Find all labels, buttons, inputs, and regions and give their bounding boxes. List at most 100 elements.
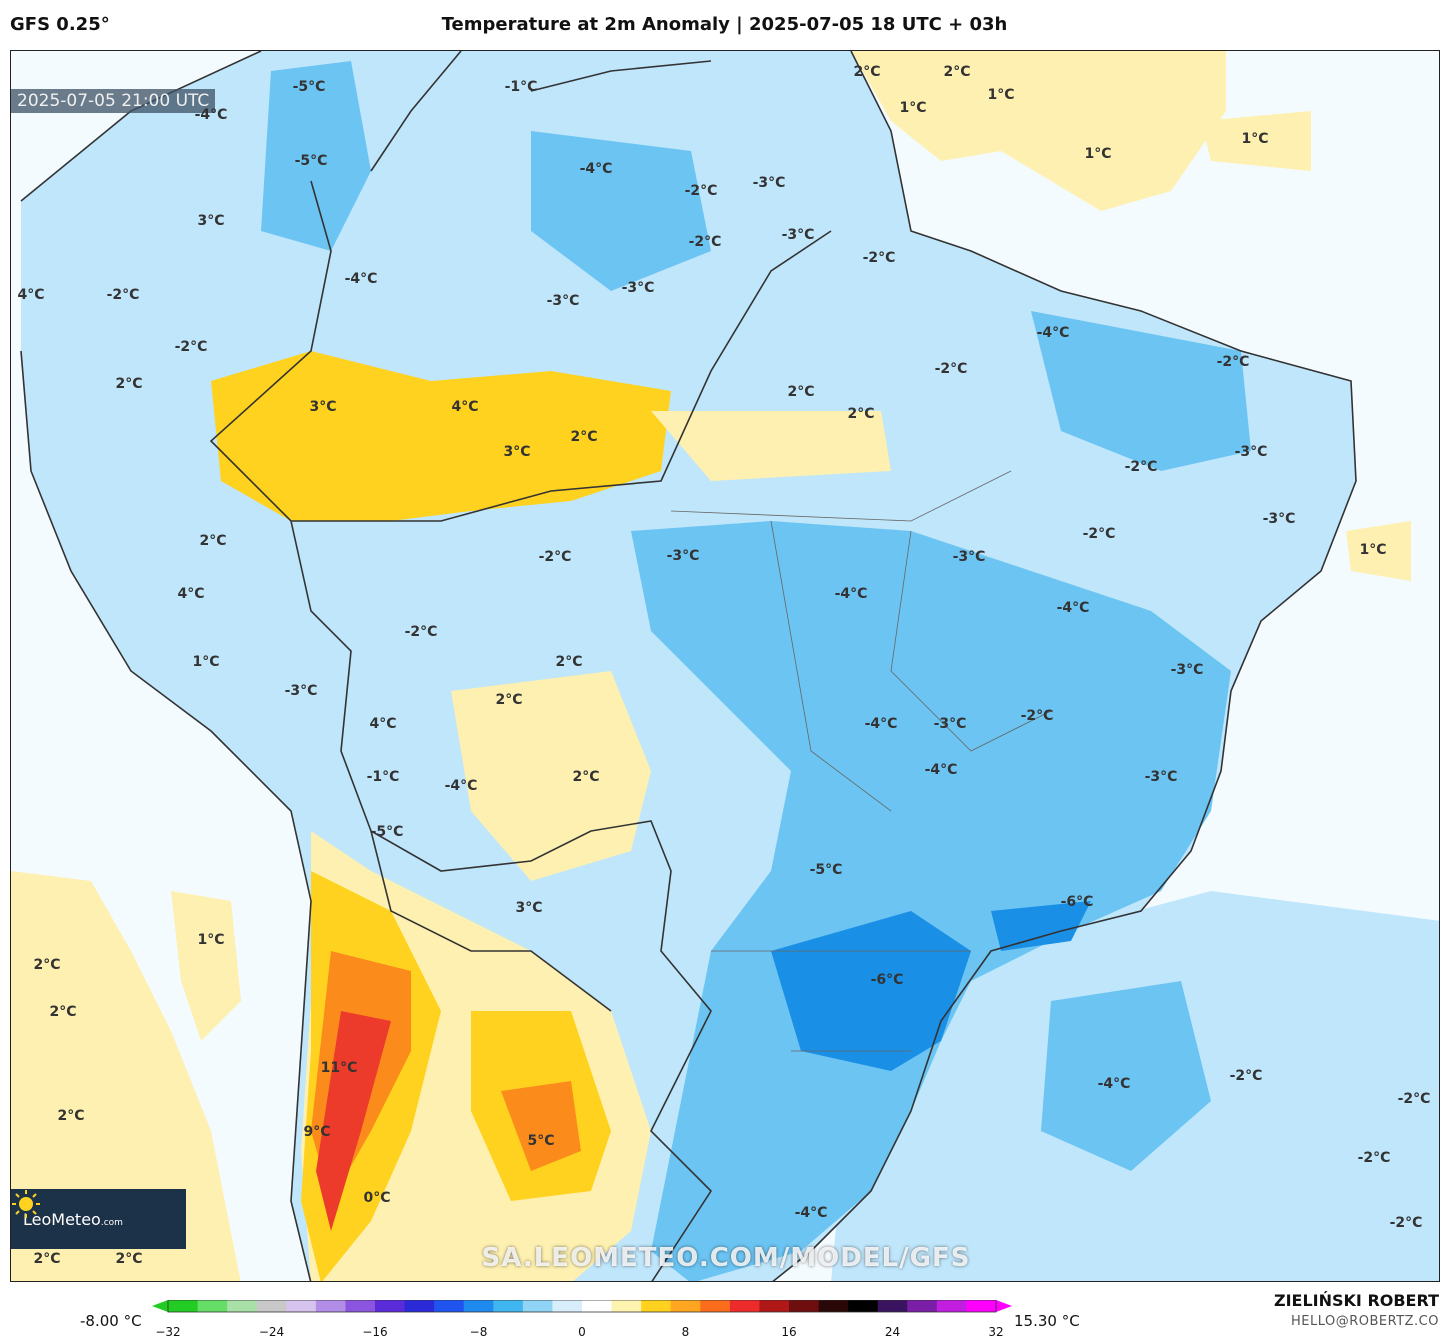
anomaly-label: -2°C (1082, 526, 1116, 542)
anomaly-label: -2°C (106, 287, 140, 303)
anomaly-label: 1°C (1359, 542, 1387, 558)
anomaly-label: 2°C (943, 64, 971, 80)
warm-patch-pacific-2 (171, 891, 241, 1041)
anomaly-label: -4°C (864, 716, 898, 732)
valid-time-badge: 2025-07-05 21:00 UTC (11, 89, 216, 113)
anomaly-label: 2°C (57, 1108, 85, 1124)
border-brazil-north (209, 180, 832, 522)
anomaly-label: 1°C (1241, 131, 1269, 147)
anomaly-label: -2°C (1357, 1150, 1391, 1166)
colorbar-segment (168, 1300, 199, 1312)
border-guyanas (530, 60, 712, 92)
anomaly-label: -4°C (794, 1205, 828, 1221)
colorbar-segment (404, 1300, 435, 1312)
anomaly-label: 2°C (199, 533, 227, 549)
colorbar-segment (670, 1300, 701, 1312)
colorbar-segment (286, 1300, 317, 1312)
colorbar-segment (463, 1300, 494, 1312)
anomaly-label: -4°C (834, 586, 868, 602)
anomaly-label: -3°C (1234, 444, 1268, 460)
colorbar-segment (759, 1300, 790, 1312)
colorbar-segment (493, 1300, 524, 1312)
anomaly-label: -2°C (1389, 1215, 1423, 1231)
anomaly-label: -4°C (1097, 1076, 1131, 1092)
warm-patch-ne (1201, 111, 1311, 171)
colorbar-segment (818, 1300, 849, 1312)
anomaly-label: 4°C (451, 399, 479, 415)
anomaly-label: -4°C (924, 762, 958, 778)
anomaly-label: -4°C (1036, 325, 1070, 341)
anomaly-label: 2°C (115, 1251, 143, 1267)
colorbar-max-label: 15.30 °C (1014, 1312, 1080, 1330)
colorbar-segment (552, 1300, 583, 1312)
state-borders (670, 470, 1052, 1052)
anomaly-label: 1°C (987, 87, 1015, 103)
colorbar-segment (345, 1300, 376, 1312)
anomaly-label: -3°C (621, 280, 655, 296)
cold-strong-coast (991, 901, 1091, 951)
anomaly-label: -1°C (366, 769, 400, 785)
warm-amazon-band (211, 351, 671, 521)
colorbar-segment (907, 1300, 938, 1312)
colorbar-segment (434, 1300, 465, 1312)
anomaly-label: -2°C (862, 250, 896, 266)
colorbar-segment (641, 1300, 672, 1312)
logo-text: LeoMeteo.com (23, 1209, 123, 1229)
anomaly-label: -3°C (781, 227, 815, 243)
colorbar-segment (729, 1300, 760, 1312)
colorbar-tick-label: −32 (155, 1325, 181, 1339)
leometeo-logo[interactable]: LeoMeteo.com (11, 1189, 186, 1249)
colorbar-segment (966, 1300, 997, 1312)
cold-northeast (1031, 311, 1251, 471)
anomaly-label: -2°C (174, 339, 208, 355)
anomaly-label: -6°C (870, 972, 904, 988)
anomaly-label: 4°C (369, 716, 397, 732)
anomaly-label: 2°C (33, 1251, 61, 1267)
cold-amazon-north (531, 131, 711, 291)
author-email: HELLO@ROBERTZ.CO (1290, 1314, 1439, 1329)
colorbar-segment (315, 1300, 346, 1312)
anomaly-label: 9°C (303, 1124, 331, 1140)
country-borders (20, 51, 1357, 1281)
anomaly-label: -3°C (1144, 769, 1178, 785)
anomaly-label: 1°C (899, 100, 927, 116)
colorbar-segment (877, 1300, 908, 1312)
anomaly-label: 2°C (572, 769, 600, 785)
cold-north-andes (261, 61, 371, 251)
anomaly-label: -2°C (404, 624, 438, 640)
anomaly-label: -3°C (752, 175, 786, 191)
anomaly-label: -3°C (666, 548, 700, 564)
anomaly-label: -2°C (538, 549, 572, 565)
anomaly-label: 2°C (495, 692, 523, 708)
anomaly-label: 11°C (320, 1060, 358, 1076)
colorbar-right-arrow (996, 1300, 1012, 1312)
site-watermark: SA.LEOMETEO.COM/MODEL/GFS (481, 1243, 971, 1273)
cold-core-brazil (631, 521, 1231, 1281)
colorbar-tick-label: −8 (469, 1325, 488, 1339)
colorbar (152, 1300, 1012, 1313)
anomaly-label: -3°C (1262, 511, 1296, 527)
anomaly-label: -3°C (546, 293, 580, 309)
anomaly-label: -5°C (809, 862, 843, 878)
anomaly-label: 4°C (17, 287, 45, 303)
warm-patch-north-atlantic (851, 51, 1226, 211)
warm-light-bolivia (451, 671, 651, 881)
anomaly-map[interactable]: 2025-07-05 21:00 UTC -5°C -4°C -1°C 2°C 2°C 1… (10, 50, 1440, 1282)
anomaly-label: 3°C (515, 900, 543, 916)
anomaly-label: 2°C (847, 406, 875, 422)
colorbar-segment (936, 1300, 967, 1312)
anomaly-label: -5°C (294, 153, 328, 169)
anomaly-label: -2°C (1124, 459, 1158, 475)
anomaly-label: 2°C (555, 654, 583, 670)
cold-south-atlantic (1041, 981, 1211, 1171)
colorbar-segment (848, 1300, 879, 1312)
anomaly-label: -4°C (344, 271, 378, 287)
anomaly-label: 2°C (33, 957, 61, 973)
colorbar-segment (227, 1300, 258, 1312)
colorbar-left-arrow (152, 1300, 168, 1312)
anomaly-label: -4°C (194, 107, 228, 123)
anomaly-label: -2°C (1229, 1068, 1263, 1084)
map-canvas (11, 51, 1439, 1281)
colorbar-tick-label: −16 (362, 1325, 388, 1339)
hot-pampas (501, 1081, 581, 1171)
